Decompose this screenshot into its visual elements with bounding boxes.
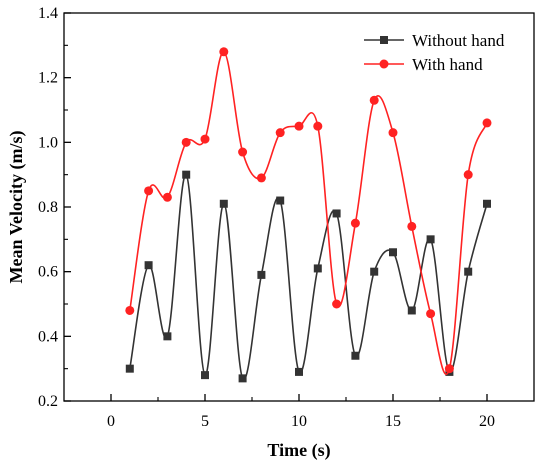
data-point <box>313 121 323 131</box>
data-point <box>125 305 135 315</box>
y-tick-label: 1.2 <box>38 70 58 87</box>
series-line <box>129 50 488 376</box>
data-point <box>257 270 266 279</box>
data-point <box>294 121 304 131</box>
axes-layer: 0 5 10 15 20 0.2 0.4 0.6 0.8 1.0 1.2 1.4 <box>38 5 535 430</box>
series-line <box>129 173 488 381</box>
series-1 <box>125 170 491 383</box>
data-point <box>276 196 285 205</box>
legend-marker <box>380 36 388 44</box>
data-point <box>426 235 435 244</box>
data-point <box>181 137 191 147</box>
data-point <box>483 199 491 208</box>
x-tick-label: 0 <box>107 413 115 430</box>
x-axis-label: Time (s) <box>267 440 330 461</box>
data-point <box>370 267 379 276</box>
data-point <box>238 374 247 383</box>
x-tick-label: 10 <box>291 413 307 430</box>
legend: Without hand With hand <box>364 31 505 74</box>
data-point <box>351 351 360 360</box>
data-point <box>219 199 228 208</box>
x-tick-label: 5 <box>201 413 209 430</box>
data-point <box>125 364 134 373</box>
data-point <box>313 264 322 273</box>
legend-item: Without hand <box>364 31 505 50</box>
y-tick-label: 0.2 <box>38 393 58 410</box>
data-point <box>444 364 454 374</box>
data-point <box>464 267 473 276</box>
y-tick-label: 0.4 <box>38 328 58 345</box>
legend-label: With hand <box>412 55 483 74</box>
x-tick-label: 15 <box>385 413 401 430</box>
data-point <box>256 173 266 183</box>
y-tick-label: 1.0 <box>38 134 58 151</box>
data-point <box>389 248 397 257</box>
data-point <box>369 95 379 105</box>
data-point <box>144 261 153 270</box>
data-point <box>295 367 303 376</box>
data-point <box>200 134 210 144</box>
data-point <box>163 332 172 341</box>
data-point <box>182 170 191 179</box>
y-tick-label: 0.8 <box>38 199 58 216</box>
legend-item: With hand <box>364 55 483 74</box>
series-layer <box>125 47 492 383</box>
labels-layer: Time (s) Mean Velocity (m/s) <box>6 131 331 461</box>
data-point <box>275 128 285 138</box>
data-point <box>162 192 172 202</box>
data-point <box>407 221 417 231</box>
data-point <box>463 170 473 180</box>
data-point <box>238 147 248 157</box>
data-point <box>219 47 229 57</box>
data-point <box>201 371 209 380</box>
y-tick-label: 1.4 <box>38 5 58 22</box>
data-point <box>332 299 342 309</box>
y-tick-label: 0.6 <box>38 264 58 281</box>
data-point <box>407 306 416 315</box>
series-2 <box>125 47 492 376</box>
data-point <box>144 186 154 196</box>
legend-label: Without hand <box>412 31 505 50</box>
legend-marker <box>379 59 389 69</box>
data-point <box>482 118 492 128</box>
x-tick-label: 20 <box>479 413 495 430</box>
y-axis-label: Mean Velocity (m/s) <box>6 131 27 284</box>
data-point <box>426 309 436 319</box>
data-point <box>350 218 360 228</box>
data-point <box>388 128 398 138</box>
data-point <box>332 209 341 218</box>
